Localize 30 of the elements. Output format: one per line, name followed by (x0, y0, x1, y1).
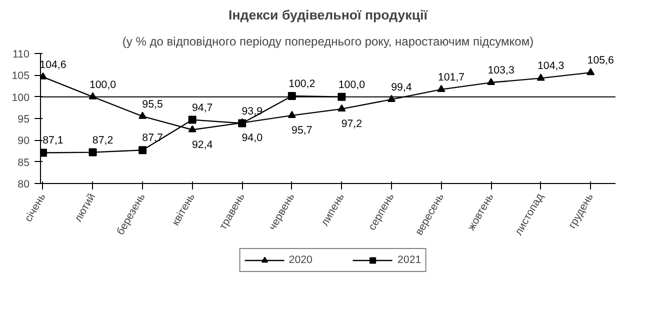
data-label: 100,2 (288, 78, 316, 90)
y-tick-label: 90 (18, 135, 30, 148)
data-label: 99,4 (391, 81, 412, 94)
data-label: 105,6 (587, 54, 614, 67)
y-tick-label: 105 (12, 70, 30, 82)
data-label: 97,2 (341, 118, 362, 130)
y-tick-label: 95 (18, 114, 30, 126)
data-label: 87,7 (142, 132, 163, 144)
data-label: 100,0 (338, 78, 366, 91)
data-label: 95,5 (142, 98, 163, 110)
data-label: 103,3 (488, 64, 514, 77)
data-label: 104,3 (537, 60, 564, 72)
data-label: 87,1 (42, 134, 64, 147)
data-label: 93,9 (242, 105, 263, 118)
y-tick-label: 100 (12, 92, 30, 104)
data-label: 94,7 (192, 102, 213, 114)
legend-label: 2020 (288, 253, 312, 267)
legend-label: 2021 (398, 253, 422, 267)
data-label: 92,4 (192, 138, 213, 151)
data-label: 100,0 (89, 78, 116, 91)
chart-subtitle: (у % до відповідного періоду попереднього року, наростаючим підсумком) (122, 34, 534, 48)
chart-title: Індекси будівельної продукції (228, 8, 428, 22)
data-label: 95,7 (292, 124, 312, 136)
y-tick-label: 80 (18, 178, 30, 190)
data-label: 87,2 (92, 134, 114, 146)
data-label: 101,7 (438, 71, 465, 84)
y-tick-label: 85 (18, 156, 30, 169)
y-tick-label: 110 (12, 48, 30, 60)
data-label: 94,0 (242, 132, 263, 144)
data-label: 104,6 (40, 58, 66, 71)
